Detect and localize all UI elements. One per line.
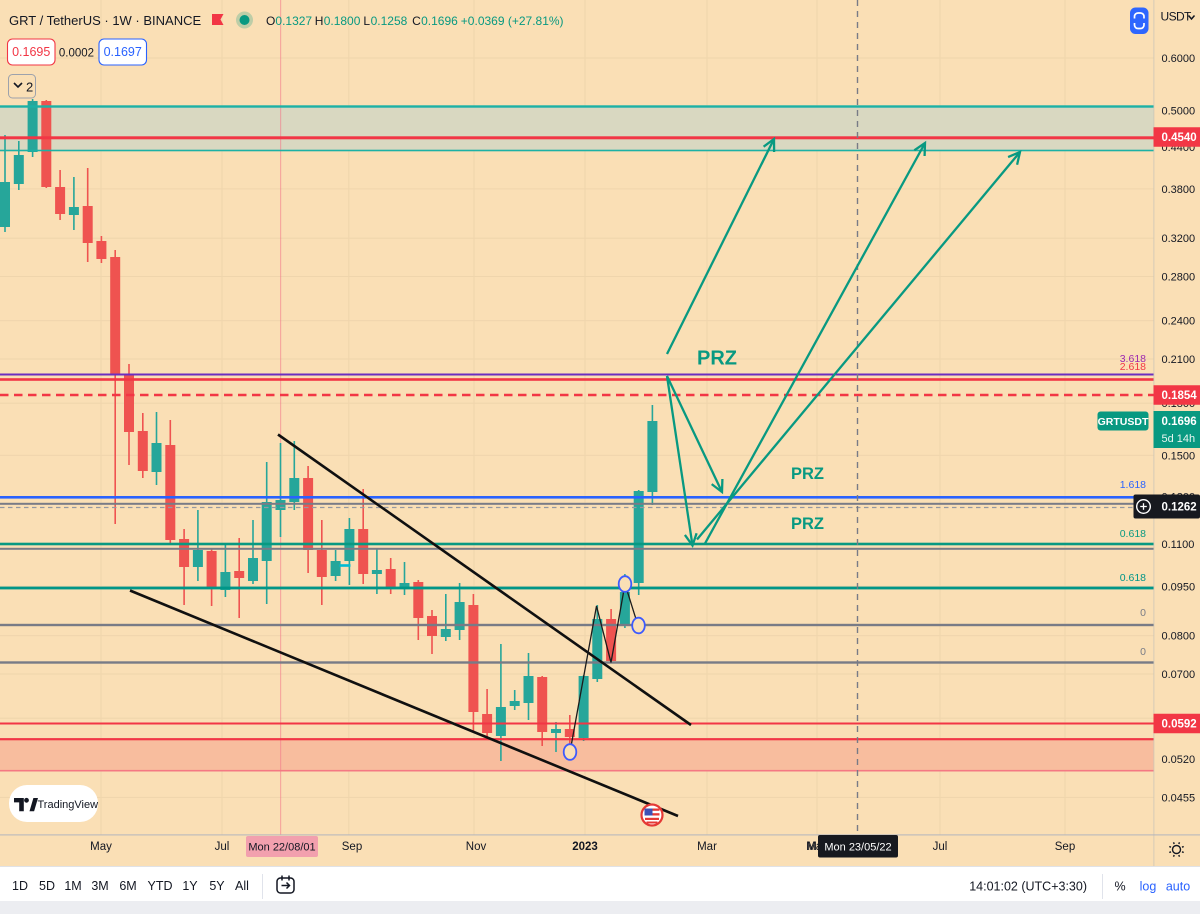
svg-text:0.4540: 0.4540 <box>1162 132 1197 144</box>
svg-text:0.0520: 0.0520 <box>1162 754 1196 766</box>
svg-text:1Y: 1Y <box>182 879 198 893</box>
svg-text:Sep: Sep <box>1055 841 1075 853</box>
svg-text:GRT / TetherUS · 1W · BINANCE: GRT / TetherUS · 1W · BINANCE <box>9 13 201 28</box>
svg-text:log: log <box>1140 880 1157 894</box>
svg-text:auto: auto <box>1166 880 1190 894</box>
svg-text:5Y: 5Y <box>209 879 225 893</box>
svg-text:%: % <box>1114 880 1125 894</box>
svg-text:YTD: YTD <box>148 879 173 893</box>
svg-text:0.0002: 0.0002 <box>59 48 94 60</box>
svg-text:+0.0369 (+27.81%): +0.0369 (+27.81%) <box>461 14 564 28</box>
svg-text:0: 0 <box>1140 607 1146 619</box>
svg-text:14:01:02 (UTC+3:30): 14:01:02 (UTC+3:30) <box>969 880 1087 894</box>
svg-text:0.2800: 0.2800 <box>1162 272 1196 284</box>
svg-text:0.1327: 0.1327 <box>275 14 312 28</box>
svg-text:0.1696: 0.1696 <box>1162 416 1197 428</box>
svg-text:0.1100: 0.1100 <box>1162 539 1195 551</box>
svg-text:0.5000: 0.5000 <box>1162 105 1196 117</box>
svg-text:0.1695: 0.1695 <box>12 45 50 59</box>
svg-text:6M: 6M <box>119 879 136 893</box>
svg-text:0.0800: 0.0800 <box>1162 631 1196 643</box>
svg-text:L: L <box>363 14 370 28</box>
svg-text:1D: 1D <box>12 879 28 893</box>
svg-text:0.618: 0.618 <box>1120 572 1146 584</box>
svg-text:3.618: 3.618 <box>1120 353 1146 365</box>
svg-text:5d 14h: 5d 14h <box>1162 433 1196 445</box>
svg-text:0.1697: 0.1697 <box>104 45 142 59</box>
svg-text:TradingView: TradingView <box>38 799 99 811</box>
svg-text:0.0950: 0.0950 <box>1162 581 1196 593</box>
svg-text:3M: 3M <box>91 879 108 893</box>
svg-text:M: M <box>807 841 817 853</box>
svg-text:0.1262: 0.1262 <box>1162 502 1197 514</box>
svg-text:0.6000: 0.6000 <box>1162 53 1196 65</box>
svg-text:GRTUSDT: GRTUSDT <box>1098 416 1149 428</box>
svg-text:0.3200: 0.3200 <box>1162 233 1196 245</box>
svg-text:0.0700: 0.0700 <box>1162 669 1196 681</box>
svg-text:USDT: USDT <box>1161 10 1193 24</box>
svg-text:0.2400: 0.2400 <box>1162 316 1196 328</box>
svg-text:PRZ: PRZ <box>791 465 824 483</box>
svg-text:Mar: Mar <box>697 841 717 853</box>
svg-text:1M: 1M <box>64 879 81 893</box>
svg-text:Jul: Jul <box>215 841 230 853</box>
svg-text:0.0455: 0.0455 <box>1162 792 1196 804</box>
svg-text:0.1258: 0.1258 <box>371 14 408 28</box>
svg-text:0.1800: 0.1800 <box>324 14 361 28</box>
svg-text:PRZ: PRZ <box>791 515 824 533</box>
svg-text:0.1854: 0.1854 <box>1162 390 1198 402</box>
svg-text:2.618: 2.618 <box>1120 361 1146 373</box>
svg-text:C: C <box>412 14 421 28</box>
svg-text:0.0592: 0.0592 <box>1162 719 1197 731</box>
svg-text:Mon 22/08/01: Mon 22/08/01 <box>248 842 315 854</box>
svg-text:5D: 5D <box>39 879 55 893</box>
svg-text:O: O <box>266 14 275 28</box>
svg-text:2023: 2023 <box>572 841 598 853</box>
svg-text:Jul: Jul <box>933 841 948 853</box>
svg-text:May: May <box>90 841 112 853</box>
svg-text:0.1696: 0.1696 <box>421 14 458 28</box>
svg-text:0.2100: 0.2100 <box>1162 354 1196 366</box>
svg-text:0.1500: 0.1500 <box>1162 450 1196 462</box>
svg-text:All: All <box>235 879 249 893</box>
svg-text:2: 2 <box>26 80 33 95</box>
svg-text:H: H <box>315 14 324 28</box>
svg-text:Nov: Nov <box>466 841 487 853</box>
svg-text:PRZ: PRZ <box>697 348 737 370</box>
svg-text:Mon 23/05/22: Mon 23/05/22 <box>824 842 891 854</box>
svg-text:0.3800: 0.3800 <box>1162 184 1196 196</box>
svg-text:Sep: Sep <box>342 841 362 853</box>
svg-text:0: 0 <box>1140 646 1146 658</box>
svg-text:0.618: 0.618 <box>1120 528 1146 540</box>
svg-text:1.618: 1.618 <box>1120 479 1146 491</box>
